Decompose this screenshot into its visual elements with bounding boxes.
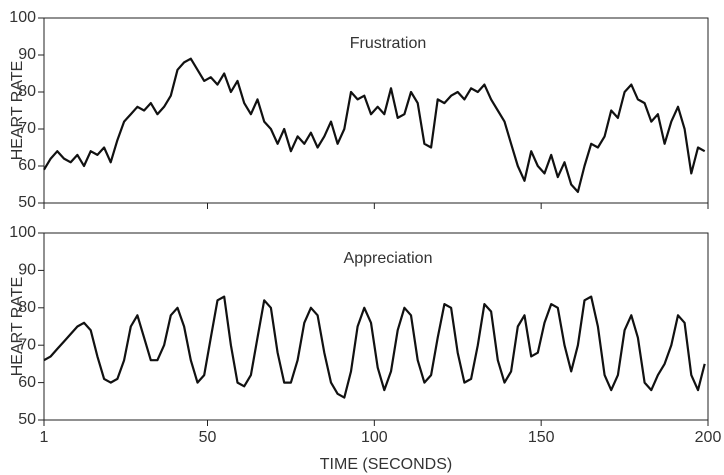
- panel-annotation: Frustration: [350, 35, 426, 52]
- plot-frame: [43, 17, 709, 204]
- y-tick-label: 80: [18, 299, 36, 316]
- y-tick-label: 60: [18, 374, 36, 391]
- heart-rate-line: [43, 57, 706, 193]
- y-tick-label: 70: [18, 120, 36, 137]
- y-tick-label: 50: [18, 194, 36, 211]
- y-tick-label: 50: [18, 411, 36, 428]
- heart-rate-line: [43, 295, 706, 399]
- y-tick-label: 80: [18, 83, 36, 100]
- x-tick-label: 150: [528, 429, 555, 446]
- y-axis-label: HEART RATE: [9, 277, 26, 377]
- y-axis-label: HEART RATE: [9, 61, 26, 161]
- y-tick-label: 90: [18, 46, 36, 63]
- y-tick-label: 60: [18, 157, 36, 174]
- panel-annotation: Appreciation: [344, 250, 433, 267]
- y-tick-label: 100: [9, 224, 36, 241]
- x-tick-label: 100: [361, 429, 388, 446]
- x-tick-label: 200: [695, 429, 722, 446]
- x-tick-label: 1: [40, 429, 49, 446]
- y-tick-label: 100: [9, 9, 36, 26]
- y-tick-label: 70: [18, 336, 36, 353]
- x-tick-label: 50: [199, 429, 217, 446]
- x-axis-label: TIME (SECONDS): [320, 456, 452, 473]
- y-tick-label: 90: [18, 262, 36, 279]
- plot-frame: [43, 232, 709, 421]
